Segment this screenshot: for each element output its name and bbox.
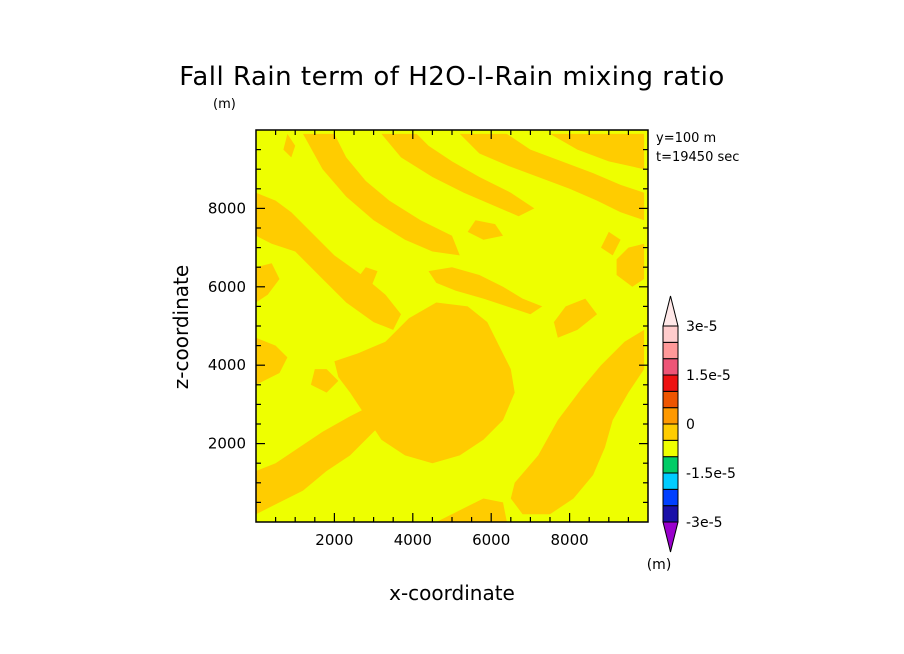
field-patch-16 [354, 267, 378, 303]
field-patch-14 [256, 263, 280, 303]
colorbar-bin [662, 374, 679, 392]
field-patch-12 [616, 243, 645, 287]
colorbar-bin [662, 423, 679, 441]
colorbar-bin [662, 472, 679, 490]
x-tick-label: 8000 [551, 531, 589, 549]
colorbar-tick-label: 3e-5 [686, 319, 717, 335]
colorbar-bin [662, 505, 679, 523]
colorbar-unit-label: (m) [647, 557, 672, 573]
colorbar-low-triangle [662, 521, 679, 553]
colorbar-tick-label: 1.5e-5 [686, 368, 731, 384]
y-tick-label: 2000 [208, 435, 246, 453]
x-tick-label: 6000 [472, 531, 510, 549]
field-patches [256, 133, 645, 522]
field-patch-2 [381, 133, 535, 217]
y-axis-label: z-coordinate [169, 265, 193, 389]
colorbar-bin [662, 456, 679, 474]
colorbar-bin [662, 325, 679, 343]
plot-area: 2000 4000 6000 8000 2000 4000 6000 8000 [208, 129, 649, 549]
colorbar-tick-label: -1.5e-5 [686, 466, 736, 482]
colorbar-high-triangle [662, 295, 679, 327]
plot-unit-label: (m) [213, 97, 236, 112]
colorbar-tick-label: 0 [686, 417, 695, 433]
colorbar-bin [662, 358, 679, 376]
field-patch-15 [553, 298, 597, 338]
colorbar-bin [662, 341, 679, 360]
x-axis-ticks: 2000 4000 6000 8000 [275, 130, 630, 549]
colorbar-bin [662, 390, 679, 409]
colorbar: 3e-5 1.5e-5 0 -1.5e-5 -3e-5 [662, 295, 736, 553]
field-patch-10 [428, 267, 543, 315]
field-patch-9 [405, 314, 492, 358]
field-patch-6 [510, 329, 645, 515]
field-patch-3 [459, 133, 645, 221]
annotation-t: t=19450 sec [656, 150, 739, 165]
field-patch-17 [467, 220, 503, 240]
colorbar-tick-label: -3e-5 [686, 515, 723, 531]
y-tick-label: 8000 [208, 199, 246, 217]
colorbar-bin [662, 407, 679, 425]
x-tick-label: 2000 [315, 531, 353, 549]
field-patch-19 [601, 231, 621, 256]
field-patch-18 [310, 369, 339, 393]
chart-title: Fall Rain term of H2O-l-Rain mixing rati… [179, 62, 724, 92]
field-patch-8 [256, 337, 288, 385]
field-patch-13 [436, 498, 507, 522]
x-tick-label: 4000 [394, 531, 432, 549]
y-axis-ticks: 2000 4000 6000 8000 [208, 149, 648, 503]
field-patch-11 [283, 133, 296, 158]
colorbar-bin [662, 439, 679, 458]
x-axis-label: x-coordinate [389, 581, 515, 605]
field-patch-4 [550, 133, 645, 170]
y-tick-label: 6000 [208, 278, 246, 296]
annotation-y: y=100 m [656, 131, 716, 146]
y-tick-label: 4000 [208, 356, 246, 374]
colorbar-bin [662, 488, 679, 507]
field-patch-7 [256, 404, 386, 515]
field-patch-1 [303, 133, 460, 256]
